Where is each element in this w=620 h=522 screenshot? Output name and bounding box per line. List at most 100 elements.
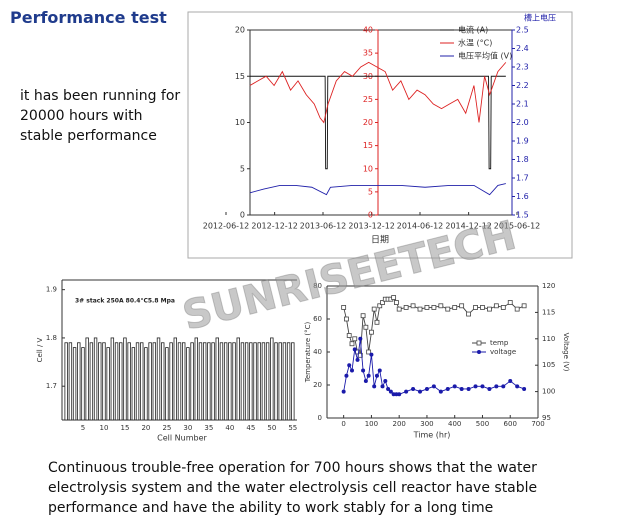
y2-tick-label: 0 (368, 211, 373, 220)
legend-label: 水温 (°C) (458, 38, 492, 48)
bar (114, 342, 119, 421)
marker (445, 386, 450, 391)
bar (81, 347, 85, 421)
marker (358, 336, 363, 341)
bar (223, 342, 228, 421)
marker (514, 306, 520, 312)
marker (438, 303, 444, 309)
y-tick-label: 1.9 (46, 286, 57, 294)
marker (372, 384, 377, 389)
marker (397, 392, 402, 397)
bar (202, 342, 207, 421)
marker (459, 303, 465, 309)
y-tick-label: 1.7 (46, 382, 57, 390)
bar (211, 342, 215, 421)
bar (270, 337, 274, 421)
x-tick-label: 10 (100, 424, 109, 432)
marker (366, 349, 372, 355)
bar (152, 342, 157, 421)
y-tick-label: 15 (235, 72, 245, 81)
y2-tick-label: 120 (542, 282, 555, 290)
y3-tick-label: 1.5 (516, 211, 529, 220)
x-tick-label: 2012-06-12 (203, 222, 250, 231)
y3-tick-label: 1.9 (516, 137, 529, 146)
y3-axis-title: 槽上电压 (524, 13, 556, 23)
marker (473, 305, 478, 310)
bar (232, 342, 236, 421)
bar (169, 342, 173, 421)
y-tick-label: 1.8 (46, 334, 57, 342)
bar (261, 342, 266, 421)
marker (360, 313, 366, 319)
bar (140, 342, 144, 421)
bar (102, 342, 106, 421)
y-tick-label: 0 (240, 211, 245, 220)
bar (274, 342, 278, 421)
bar (244, 342, 249, 421)
bar (85, 337, 89, 421)
marker (507, 300, 513, 305)
marker (494, 384, 499, 389)
marker (341, 389, 346, 394)
bar (165, 347, 169, 421)
y3-tick-label: 1.7 (516, 174, 529, 183)
bar (161, 342, 165, 421)
marker (377, 303, 383, 309)
marker (500, 305, 506, 310)
bar (190, 342, 194, 421)
y3-tick-label: 1.6 (516, 192, 529, 201)
marker (374, 373, 379, 378)
x-axis-title: Time (hr) (413, 431, 451, 440)
x-tick-label: 30 (183, 424, 192, 432)
bar (68, 342, 73, 421)
bar (253, 342, 257, 421)
x-axis-title: 日期 (371, 235, 389, 246)
conclusion-text: Continuous trouble-free operation for 70… (48, 460, 538, 516)
marker (480, 305, 485, 310)
bar (265, 342, 270, 421)
bar (123, 337, 127, 421)
y-tick-label: 10 (235, 118, 245, 127)
y2-tick-label: 115 (542, 308, 555, 316)
bar (127, 342, 131, 421)
marker (352, 347, 357, 352)
bar (207, 342, 211, 421)
bar (177, 342, 182, 421)
bar (64, 342, 68, 421)
x-tick-label: 40 (225, 424, 234, 432)
bar (282, 342, 287, 421)
marker (383, 379, 388, 384)
marker (487, 386, 492, 391)
bar (257, 342, 261, 421)
y2-axis-title: Voltage (V) (562, 333, 570, 372)
marker (459, 386, 464, 391)
y3-tick-label: 2.1 (516, 100, 529, 109)
marker (363, 324, 369, 330)
marker (403, 305, 409, 310)
marker (369, 352, 374, 357)
y-axis-title: Temperature (°C) (304, 322, 312, 384)
marker (424, 386, 429, 391)
x-tick-label: 500 (476, 420, 489, 428)
x-tick-label: 700 (531, 420, 544, 428)
x-tick-label: 2013-06-12 (300, 222, 347, 231)
x-tick-label: 400 (448, 420, 461, 428)
marker (344, 373, 349, 378)
y-tick-label: 20 (235, 26, 245, 35)
bar (240, 342, 245, 421)
x-tick-label: 300 (420, 420, 433, 428)
marker (374, 319, 380, 325)
intro-text: it has been running for 20000 hours with… (20, 88, 181, 144)
bar (98, 342, 102, 421)
annotation: 3# stack 250A 80.4°C5.8 Mpa (75, 298, 175, 305)
series-line (249, 75, 506, 170)
bar (77, 342, 81, 421)
marker (521, 303, 527, 309)
bar (119, 342, 123, 421)
y2-tick-label: 95 (542, 414, 551, 422)
y-tick-label: 20 (313, 381, 322, 389)
bar (110, 337, 115, 421)
bar (236, 337, 240, 421)
x-tick-label: 2014-06-12 (397, 222, 444, 231)
marker (431, 305, 437, 310)
